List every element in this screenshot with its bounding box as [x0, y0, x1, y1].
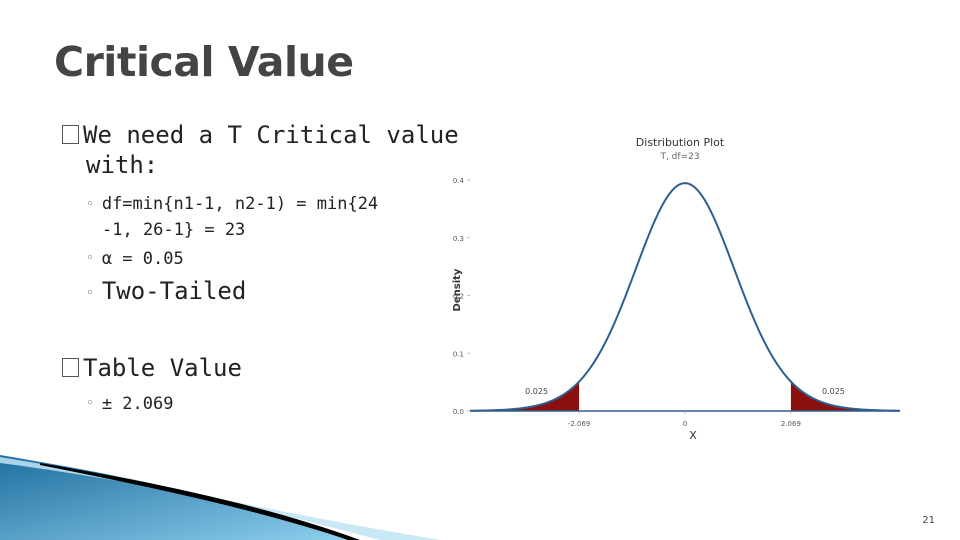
table-value-text: ± 2.069: [101, 394, 174, 414]
df-line2: -1, 26-1} = 23: [102, 220, 246, 240]
sub-bullet-df: ◦ df=min{n1-1, n2-1) = min{24 -1, 26-1} =…: [86, 192, 420, 243]
distribution-plot-chart: Distribution Plot T, df=23 Density X 0.0…: [452, 136, 901, 442]
tails-text: Two-Tailed: [101, 277, 247, 305]
right-tail-area: [790, 381, 900, 411]
square-bullet-icon: [62, 125, 79, 144]
y-axis-label: Density: [452, 268, 463, 311]
sub-bullet-tails: ◦ Two-Tailed: [86, 279, 246, 306]
density-curve: [469, 182, 901, 412]
y-tick-label: 0.2: [453, 293, 464, 301]
chart-subtitle: T, df=23: [659, 152, 699, 162]
df-line1: df=min{n1-1, n2-1) = min{24: [101, 194, 379, 214]
left-tail-area: [470, 381, 580, 411]
chart-title: Distribution Plot: [636, 136, 725, 149]
alpha-text: α = 0.05: [101, 249, 184, 269]
tail-area-label: 0.025: [822, 387, 845, 396]
page-number: 21: [922, 515, 935, 526]
bullet-need-critical-value: We need a T Critical value with:: [62, 120, 459, 180]
ring-bullet-icon: ◦: [86, 197, 94, 212]
bullet-text-line2: with:: [86, 151, 159, 179]
decorative-swoosh: [0, 455, 440, 540]
y-tick-label: 0.4: [453, 177, 465, 185]
y-tick-label: 0.1: [453, 350, 464, 358]
sub-bullet-table-value: ◦ ± 2.069: [86, 391, 173, 417]
x-tick-label: 2.069: [781, 420, 801, 428]
ring-bullet-icon: ◦: [86, 286, 94, 301]
table-value-label: Table Value: [83, 354, 242, 382]
x-tick-label: 0: [683, 420, 687, 428]
y-tick-label: 0.3: [453, 235, 464, 243]
x-tick-label: -2.069: [568, 420, 591, 428]
sub-bullet-alpha: ◦ α = 0.05: [86, 246, 184, 272]
y-tick-label: 0.0: [453, 408, 464, 416]
square-bullet-icon: [62, 358, 79, 377]
tail-area-label: 0.025: [525, 387, 548, 396]
ring-bullet-icon: ◦: [86, 251, 94, 266]
ring-bullet-icon: ◦: [86, 396, 94, 411]
x-axis-label: X: [689, 429, 697, 442]
slide-title: Critical Value: [54, 38, 354, 86]
bullet-table-value: Table Value: [62, 353, 242, 383]
bullet-text-line1: We need a T Critical value: [83, 121, 459, 149]
